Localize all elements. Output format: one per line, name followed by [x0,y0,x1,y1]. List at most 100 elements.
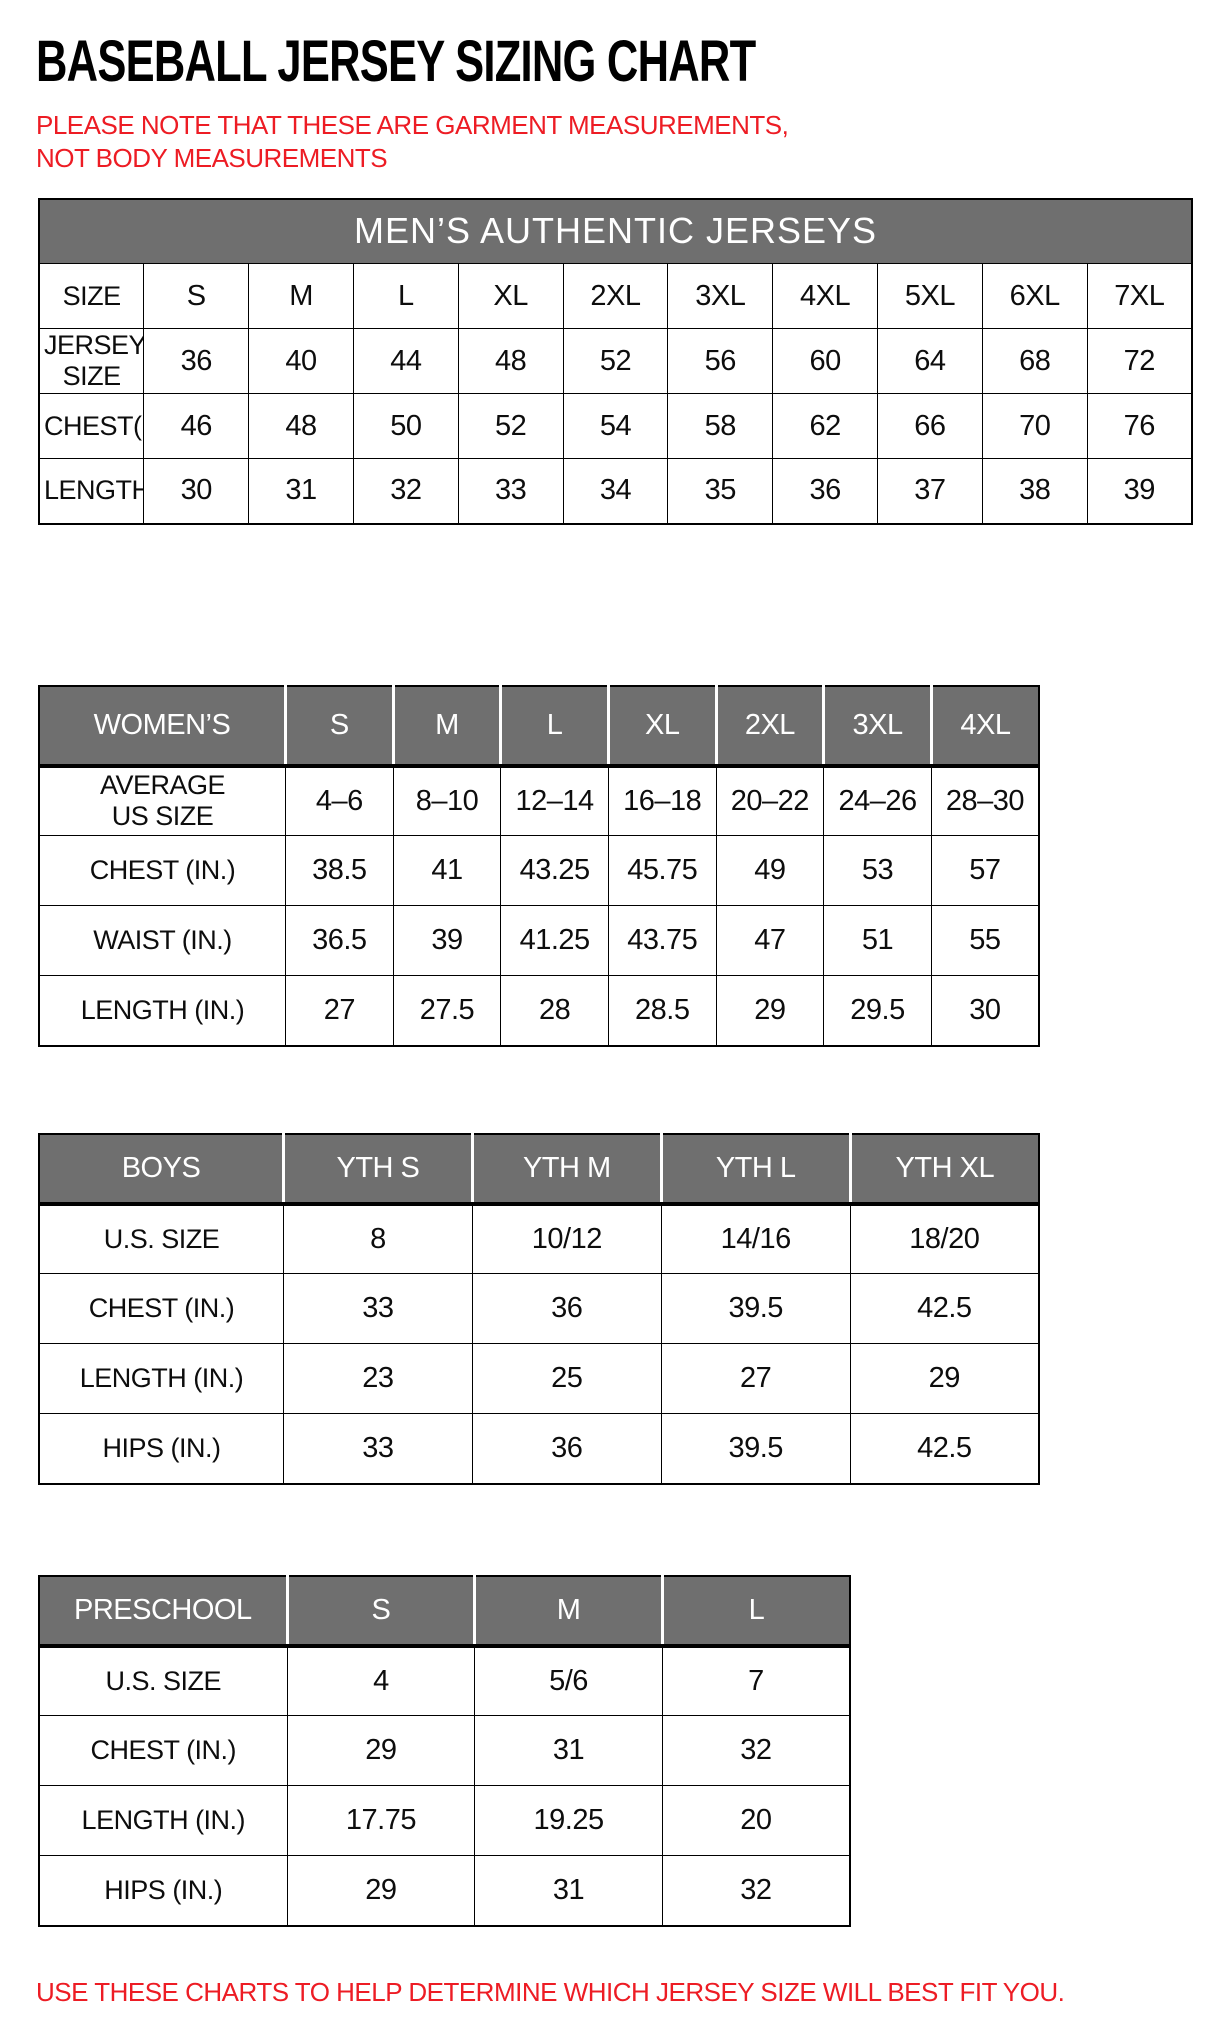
value-cell: 29 [849,1343,1040,1415]
row-label-cell: JERSEY SIZE [38,328,145,395]
value-cell: 64 [877,328,983,395]
value-cell: S [143,263,250,330]
size-header-cell: S [285,685,395,768]
value-cell: 70 [981,393,1088,460]
value-cell: 6XL [981,263,1088,330]
table-row: CHEST (IN.) 38.5 41 43.25 45.75 49 53 57 [38,835,1040,907]
value-cell: 29.5 [823,975,932,1047]
value-cell: 28.5 [607,975,717,1047]
table-row: SIZE S M L XL 2XL 3XL 4XL 5XL 6XL 7XL [38,263,1193,330]
value-cell: 32 [661,1715,851,1787]
value-cell: 46 [143,393,250,460]
value-cell: 16–18 [607,765,717,837]
value-cell: 41 [392,835,502,907]
value-cell: 31 [248,458,354,525]
value-cell: 41.25 [500,905,609,977]
table-header-label: WOMEN’S [38,685,287,768]
size-header-cell: M [392,685,503,768]
table-row: JERSEY SIZE 36 40 44 48 52 56 60 64 68 72 [38,328,1193,395]
value-cell: 60 [772,328,878,395]
value-cell: 5XL [877,263,983,330]
table-banner: MEN’S AUTHENTIC JERSEYS [38,198,1193,265]
row-label-cell: CHEST(IN.) [38,393,145,460]
table-row: WAIST (IN.) 36.5 39 41.25 43.75 47 51 55 [38,905,1040,977]
value-cell: 38 [981,458,1088,525]
value-cell: 33 [283,1413,473,1485]
table-row: U.S. SIZE 4 5/6 7 [38,1645,851,1717]
row-label-cell: CHEST (IN.) [38,835,286,907]
row-label-cell: LENGTH(IN.) [38,458,145,525]
row-label-cell: WAIST (IN.) [38,905,286,977]
value-cell: 20–22 [715,765,825,837]
footer-note: USE THESE CHARTS TO HELP DETERMINE WHICH… [36,1976,1065,2007]
value-cell: 51 [823,905,932,977]
value-cell: 24–26 [823,765,932,837]
value-cell: 30 [143,458,250,525]
value-cell: 62 [772,393,878,460]
value-cell: 49 [715,835,825,907]
size-header-cell: 3XL [823,685,933,768]
value-cell: 39.5 [660,1273,851,1345]
size-header-cell: YTH M [471,1133,663,1206]
value-cell: 40 [248,328,354,395]
value-cell: 31 [474,1855,663,1927]
table-row: U.S. SIZE 8 10/12 14/16 18/20 [38,1203,1040,1275]
value-cell: 36 [471,1413,662,1485]
size-header-cell: S [286,1575,477,1648]
value-cell: 48 [248,393,354,460]
value-cell: 42.5 [849,1413,1040,1485]
value-cell: 27 [660,1343,851,1415]
preschool-sizing-table: PRESCHOOL S M L U.S. SIZE 4 5/6 7 CHEST (IN.) 29 3… [38,1574,851,1927]
row-label-cell: HIPS (IN.) [38,1413,284,1485]
size-header-cell: YTH L [660,1133,852,1206]
value-cell: 37 [877,458,983,525]
size-header-cell: 2XL [715,685,826,768]
value-cell: 42.5 [849,1273,1040,1345]
value-cell: 18/20 [849,1203,1040,1275]
value-cell: XL [457,263,564,330]
value-cell: 36 [772,458,878,525]
table-row: CHEST (IN.) 33 36 39.5 42.5 [38,1273,1040,1345]
value-cell: 3XL [667,263,774,330]
value-cell: 31 [474,1715,663,1787]
size-header-cell: L [661,1575,851,1648]
value-cell: 2XL [562,263,669,330]
value-cell: 8–10 [392,765,502,837]
table-header-row: WOMEN’S S M L XL 2XL 3XL 4XL [38,685,1040,768]
size-header-cell: YTH S [283,1133,474,1206]
value-cell: 48 [457,328,564,395]
size-header-cell: XL [607,685,718,768]
table-header-row: PRESCHOOL S M L [38,1575,851,1648]
value-cell: 19.25 [474,1785,663,1857]
womens-sizing-table: WOMEN’S S M L XL 2XL 3XL 4XL AVERAGE US SIZE 4–6 8… [38,684,1040,1047]
value-cell: 4 [286,1645,476,1717]
value-cell: 35 [667,458,774,525]
value-cell: 12–14 [500,765,609,837]
value-cell: 36.5 [285,905,394,977]
size-header-cell: M [474,1575,664,1648]
value-cell: 8 [283,1203,473,1275]
value-cell: 32 [661,1855,851,1927]
table-row: HIPS (IN.) 29 31 32 [38,1855,851,1927]
value-cell: 66 [877,393,983,460]
value-cell: 7XL [1086,263,1193,330]
row-label-cell: U.S. SIZE [38,1203,284,1275]
table-row: CHEST (IN.) 29 31 32 [38,1715,851,1787]
value-cell: 53 [823,835,932,907]
value-cell: 57 [930,835,1040,907]
table-header-row: BOYS YTH S YTH M YTH L YTH XL [38,1133,1040,1206]
row-label-cell: AVERAGE US SIZE [38,765,286,837]
value-cell: 68 [981,328,1088,395]
value-cell: 39 [392,905,502,977]
value-cell: 43.75 [607,905,717,977]
value-cell: 29 [715,975,825,1047]
row-label-cell: HIPS (IN.) [38,1855,288,1927]
table-row: LENGTH (IN.) 27 27.5 28 28.5 29 29.5 30 [38,975,1040,1047]
table-row: LENGTH (IN.) 17.75 19.25 20 [38,1785,851,1857]
value-cell: 17.75 [286,1785,476,1857]
value-cell: 25 [471,1343,662,1415]
value-cell: M [248,263,354,330]
row-label-cell: LENGTH (IN.) [38,1785,288,1857]
